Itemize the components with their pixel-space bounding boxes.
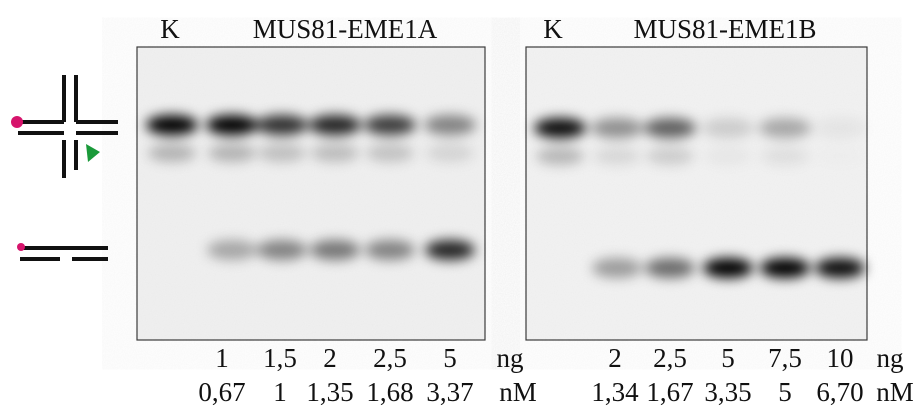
- gel-a: [136, 46, 486, 341]
- unit-label: ng: [497, 343, 524, 373]
- band-smear: [426, 144, 474, 162]
- unit-label: nM: [499, 377, 537, 407]
- band-smear: [593, 147, 641, 165]
- lane-ng-label: 2,5: [373, 343, 407, 373]
- lane-nm-label: 3,35: [704, 377, 751, 407]
- lane-nm-label: 1: [273, 377, 287, 407]
- band-smear: [646, 147, 694, 165]
- band-smear: [258, 144, 306, 162]
- band: [760, 258, 810, 278]
- band: [815, 258, 865, 278]
- lane-ng-label: 5: [721, 343, 735, 373]
- band: [759, 118, 811, 138]
- lane-ng-label: 7,5: [768, 343, 802, 373]
- band-smear: [366, 144, 414, 162]
- band: [592, 258, 642, 278]
- band: [309, 115, 361, 135]
- lane-ng-label: 10: [827, 343, 854, 373]
- lane-ng-label: 1: [215, 343, 229, 373]
- lane-ng-label: 2: [608, 343, 622, 373]
- band-smear: [208, 144, 256, 162]
- lane-nm-label: 5: [778, 377, 792, 407]
- band: [534, 118, 586, 138]
- holliday-junction-icon: [11, 75, 118, 178]
- band: [703, 258, 753, 278]
- unit-label: ng: [877, 343, 904, 373]
- band-smear: [311, 144, 359, 162]
- band: [424, 115, 476, 135]
- lane-ng-label: 1,5: [263, 343, 297, 373]
- band-smear: [536, 147, 584, 165]
- lane-nm-label: 1,35: [306, 377, 353, 407]
- nicked-duplex-icon: [17, 243, 108, 261]
- band: [207, 240, 257, 260]
- panel-title: MUS81-EME1A: [253, 14, 438, 44]
- lane-ng-label: 2,5: [653, 343, 687, 373]
- band: [364, 115, 416, 135]
- lane-ng-label: 2: [323, 343, 337, 373]
- lane-ng-label: 5: [443, 343, 457, 373]
- lane-nm-label: 1,68: [366, 377, 413, 407]
- band: [257, 240, 307, 260]
- gel-b: [525, 46, 868, 341]
- band: [310, 240, 360, 260]
- bands: [146, 115, 866, 278]
- lane-nm-label: 6,70: [816, 377, 863, 407]
- band: [256, 115, 308, 135]
- band-smear: [148, 144, 196, 162]
- control-label: K: [160, 14, 180, 44]
- band: [365, 240, 415, 260]
- control-label: K: [543, 14, 563, 44]
- band: [644, 118, 696, 138]
- band-smear: [761, 147, 809, 165]
- band: [702, 118, 754, 138]
- band-smear: [704, 147, 752, 165]
- band: [146, 115, 198, 135]
- band: [206, 115, 258, 135]
- unit-label: nM: [876, 377, 914, 407]
- lane-nm-label: 3,37: [426, 377, 473, 407]
- band: [645, 258, 695, 278]
- band: [591, 118, 643, 138]
- panel-title: MUS81-EME1B: [633, 14, 816, 44]
- band: [814, 118, 866, 138]
- lane-nm-label: 1,34: [591, 377, 639, 407]
- band-smear: [816, 147, 864, 165]
- lane-nm-label: 0,67: [198, 377, 245, 407]
- lane-nm-label: 1,67: [646, 377, 693, 407]
- band: [425, 240, 475, 260]
